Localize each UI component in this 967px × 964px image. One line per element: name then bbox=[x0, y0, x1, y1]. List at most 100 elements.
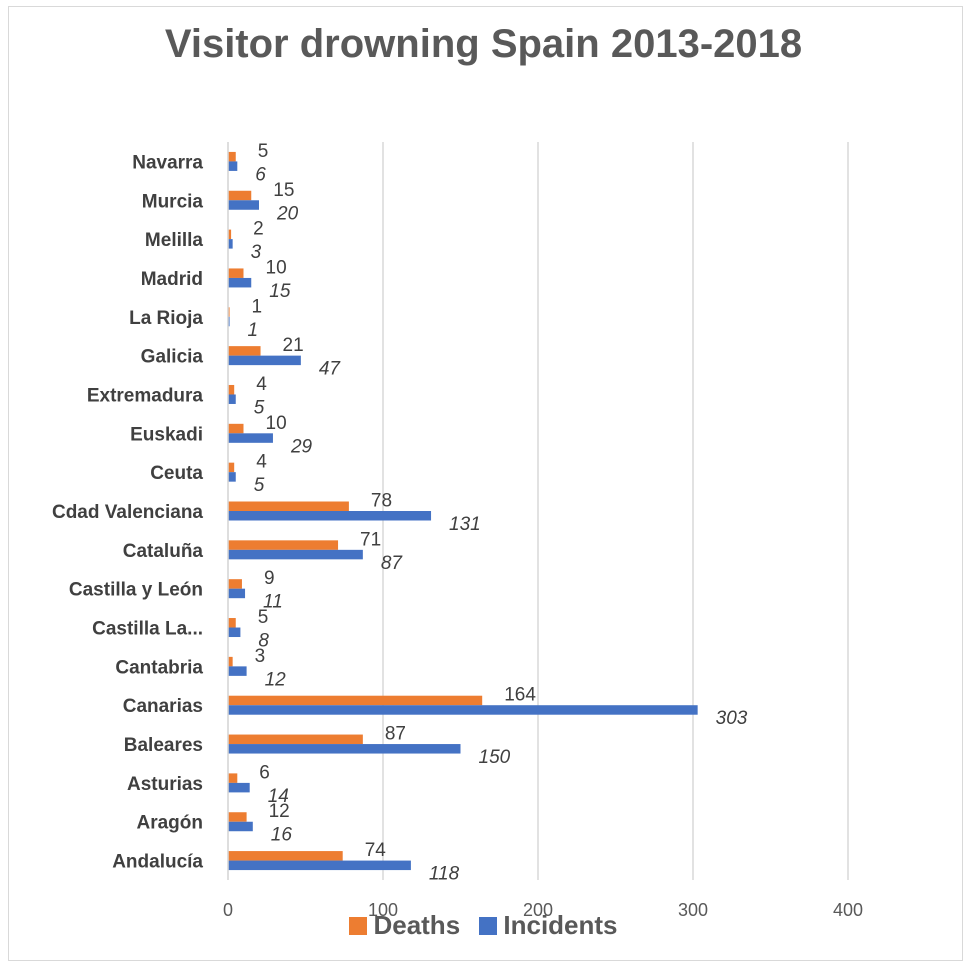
data-label-deaths: 10 bbox=[266, 413, 287, 434]
data-label-incidents: 15 bbox=[269, 281, 291, 302]
legend: Deaths Incidents bbox=[0, 910, 967, 942]
bar-incidents bbox=[228, 549, 363, 560]
bar-incidents bbox=[228, 666, 247, 676]
data-label-deaths: 6 bbox=[259, 762, 270, 783]
bar-deaths bbox=[228, 773, 238, 783]
category-label: Melilla bbox=[145, 230, 204, 251]
data-label-deaths: 5 bbox=[258, 607, 269, 628]
data-label-deaths: 87 bbox=[385, 724, 406, 745]
chart-frame bbox=[8, 6, 963, 961]
category-label: Madrid bbox=[141, 269, 203, 290]
data-label-incidents: 118 bbox=[429, 864, 460, 885]
category-label: Cdad Valenciana bbox=[52, 502, 203, 523]
data-label-incidents: 14 bbox=[268, 786, 289, 807]
data-label-incidents: 16 bbox=[271, 825, 293, 846]
bar-deaths bbox=[228, 734, 363, 745]
bar-incidents bbox=[228, 511, 432, 521]
x-tick-label: 0 bbox=[223, 900, 233, 920]
bar-incidents bbox=[228, 277, 252, 288]
data-label-incidents: 11 bbox=[263, 592, 283, 613]
bar-deaths bbox=[228, 540, 339, 550]
data-label-incidents: 87 bbox=[381, 553, 404, 574]
category-label: Extremadura bbox=[87, 385, 204, 406]
x-tick-label: 100 bbox=[368, 900, 398, 920]
data-label-incidents: 6 bbox=[255, 164, 266, 185]
category-label: La Rioja bbox=[129, 308, 203, 329]
bar-deaths bbox=[228, 656, 233, 667]
data-label-deaths: 74 bbox=[365, 840, 387, 861]
data-label-deaths: 15 bbox=[273, 180, 294, 201]
data-label-incidents: 5 bbox=[254, 475, 265, 496]
data-label-deaths: 10 bbox=[266, 257, 287, 278]
legend-item-incidents: Incidents bbox=[479, 910, 618, 941]
bar-deaths bbox=[228, 618, 236, 628]
x-tick-label: 300 bbox=[678, 900, 708, 920]
category-label: Castilla La... bbox=[92, 619, 203, 640]
bar-incidents bbox=[228, 744, 461, 754]
bar-deaths bbox=[228, 851, 343, 861]
bar-deaths bbox=[228, 695, 483, 706]
legend-swatch-incidents bbox=[479, 916, 498, 935]
bar-deaths bbox=[228, 151, 236, 162]
data-label-incidents: 29 bbox=[290, 436, 313, 457]
data-label-incidents: 131 bbox=[449, 514, 481, 535]
bar-incidents bbox=[228, 821, 253, 832]
data-label-deaths: 4 bbox=[256, 374, 267, 395]
data-label-deaths: 2 bbox=[253, 219, 264, 240]
category-label: Aragón bbox=[137, 813, 204, 834]
data-label-incidents: 5 bbox=[254, 397, 265, 418]
bar-incidents bbox=[228, 239, 233, 249]
category-label: Baleares bbox=[124, 735, 203, 756]
bar-incidents bbox=[228, 200, 259, 210]
category-label: Navarra bbox=[132, 152, 203, 173]
data-label-deaths: 12 bbox=[269, 801, 290, 822]
bar-incidents bbox=[228, 355, 301, 366]
legend-item-deaths: Deaths bbox=[349, 910, 460, 941]
data-label-deaths: 3 bbox=[255, 646, 266, 667]
data-label-incidents: 1 bbox=[248, 320, 259, 341]
bar-incidents bbox=[228, 782, 250, 793]
data-label-deaths: 21 bbox=[283, 335, 304, 356]
chart-title: Visitor drowning Spain 2013-2018 bbox=[164, 22, 803, 66]
category-label: Andalucía bbox=[112, 852, 203, 873]
data-label-deaths: 5 bbox=[258, 141, 269, 162]
bar-deaths bbox=[228, 346, 261, 356]
category-label: Cataluña bbox=[123, 541, 204, 562]
data-label-incidents: 47 bbox=[319, 359, 342, 380]
data-label-deaths: 1 bbox=[252, 296, 263, 317]
category-label: Canarias bbox=[123, 696, 203, 717]
legend-swatch-deaths bbox=[349, 916, 368, 935]
x-tick-label: 200 bbox=[523, 900, 553, 920]
legend-label-deaths: Deaths bbox=[373, 910, 461, 940]
data-label-deaths: 164 bbox=[504, 685, 536, 706]
bar-incidents bbox=[228, 627, 241, 638]
bar-deaths bbox=[228, 579, 242, 589]
category-label: Ceuta bbox=[150, 463, 203, 484]
x-tick-label: 400 bbox=[833, 900, 863, 920]
bar-deaths bbox=[228, 307, 230, 317]
bar-incidents bbox=[228, 316, 230, 327]
bar-incidents bbox=[228, 433, 273, 443]
bar-deaths bbox=[228, 268, 244, 278]
bar-deaths bbox=[228, 462, 235, 473]
category-label: Murcia bbox=[142, 191, 204, 212]
bar-deaths bbox=[228, 229, 232, 240]
bar-deaths bbox=[228, 423, 244, 434]
data-label-incidents: 8 bbox=[258, 631, 269, 652]
bar-deaths bbox=[228, 190, 252, 201]
data-label-incidents: 12 bbox=[265, 669, 287, 690]
bar-incidents bbox=[228, 394, 236, 404]
bar-deaths bbox=[228, 501, 349, 511]
data-label-deaths: 71 bbox=[360, 529, 381, 550]
category-label: Castilla y León bbox=[69, 580, 203, 601]
bar-incidents bbox=[228, 472, 236, 482]
data-label-incidents: 3 bbox=[251, 242, 262, 263]
data-label-incidents: 20 bbox=[276, 203, 299, 224]
data-label-deaths: 9 bbox=[264, 568, 275, 589]
data-label-deaths: 4 bbox=[256, 452, 267, 473]
bar-incidents bbox=[228, 588, 246, 599]
category-label: Asturias bbox=[127, 774, 203, 795]
category-label: Cantabria bbox=[115, 657, 203, 678]
legend-label-incidents: Incidents bbox=[503, 910, 618, 940]
